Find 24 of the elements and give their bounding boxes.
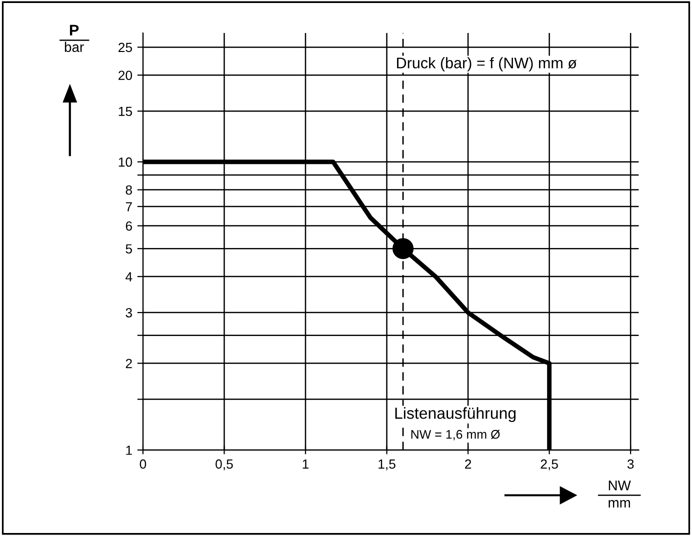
- y-tick-label: 20: [118, 70, 132, 80]
- x-tick-label: 2: [465, 459, 472, 469]
- annotation: Druck (bar) = f (NW) mm ø: [397, 57, 577, 72]
- y-tick-label: 6: [126, 221, 132, 231]
- x-tick-label: 3: [627, 459, 634, 469]
- x-axis-title: NW mm: [608, 480, 631, 508]
- annotation: NW = 1,6 mm Ø: [411, 430, 500, 440]
- y-axis-title: P bar: [64, 24, 84, 52]
- x-tick-label: 2,5: [540, 459, 558, 470]
- y-tick-label: 7: [126, 202, 132, 212]
- annotation: Listenausführung: [395, 407, 516, 422]
- y-tick-label: 3: [126, 308, 132, 318]
- x-tick-label: 1,5: [378, 460, 396, 470]
- y-tick-label: 8: [126, 185, 132, 195]
- y-tick-label: 15: [118, 106, 132, 116]
- y-tick-label: 10: [118, 157, 132, 167]
- x-tick-label: 0,5: [216, 459, 233, 470]
- x-tick-label: 1: [302, 460, 309, 469]
- x-tick-label: 0: [140, 459, 146, 469]
- y-tick-label: 1: [126, 446, 132, 455]
- y-tick-label: 25: [118, 42, 132, 52]
- y-tick-label: 2: [126, 358, 132, 368]
- y-tick-label: 4: [126, 272, 132, 282]
- y-tick-label: 5: [126, 244, 132, 254]
